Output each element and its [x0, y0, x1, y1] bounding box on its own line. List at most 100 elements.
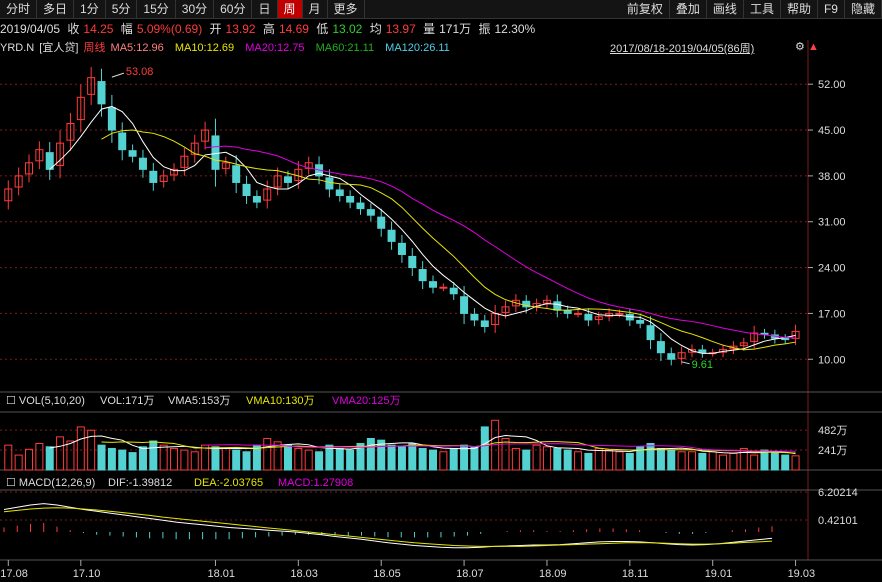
- date-range[interactable]: 2017/08/18-2019/04/05(86周): [610, 43, 755, 55]
- candle-body: [418, 269, 427, 282]
- ma5-line: [49, 105, 796, 354]
- tab-week[interactable]: 周: [277, 0, 303, 18]
- tab-1min[interactable]: 1分: [74, 0, 106, 18]
- candle-body: [729, 345, 738, 350]
- adjust-button[interactable]: 前复权: [621, 0, 670, 18]
- candle-body: [118, 132, 127, 151]
- time-axis-label: 17.08: [0, 568, 28, 580]
- ma-legend: YRD.N [宜人贷] 周线 MA5:12.96 MA10:12.69 MA20…: [0, 40, 810, 56]
- vol-legend-title: ☐ VOL(5,10,20): [6, 395, 85, 407]
- volume-bar: [656, 447, 665, 471]
- candle-body: [283, 176, 292, 183]
- candle-body: [76, 96, 85, 121]
- candle-body: [97, 81, 106, 105]
- ma120-label: MA120:26.11: [385, 42, 450, 54]
- overlay-button[interactable]: 叠加: [670, 0, 707, 18]
- vol-legend-vma5: VMA5:153万: [168, 395, 230, 407]
- volume-bar: [791, 455, 800, 471]
- tab-30min[interactable]: 30分: [176, 0, 215, 18]
- tab-60min[interactable]: 60分: [214, 0, 253, 18]
- volume-bar: [563, 449, 572, 471]
- candle-body: [553, 301, 562, 311]
- tab-day[interactable]: 日: [252, 0, 278, 18]
- f9-button[interactable]: F9: [818, 0, 845, 18]
- volume-bar: [719, 454, 728, 471]
- stock-name: [宜人贷]: [39, 42, 79, 54]
- close-label: 收: [67, 22, 80, 36]
- candle-body: [14, 175, 23, 188]
- candle-body: [232, 165, 241, 183]
- ma10-label: MA10:12.69: [174, 42, 235, 54]
- time-axis-label: 18.05: [373, 568, 401, 580]
- candle-body: [501, 306, 510, 313]
- volume-bar: [87, 429, 96, 471]
- candle-body: [460, 296, 469, 314]
- candle-body: [594, 316, 603, 320]
- draw-button[interactable]: 画线: [707, 0, 744, 18]
- high-marker-label: 53.08: [126, 66, 154, 78]
- expand-icon[interactable]: ▲: [807, 41, 819, 53]
- macd-legend-macd: MACD:1.27908: [278, 477, 353, 489]
- volume-bar: [698, 452, 707, 471]
- candle-body: [439, 286, 448, 289]
- high-value: 14.69: [278, 22, 309, 36]
- ma5-label: MA5:12.96: [110, 42, 164, 54]
- volume-bar: [594, 447, 603, 471]
- tab-15min[interactable]: 15分: [137, 0, 176, 18]
- open-value: 13.92: [225, 22, 256, 36]
- tab-5min[interactable]: 5分: [106, 0, 138, 18]
- ma20-label: MA20:12.75: [245, 42, 305, 54]
- volume-bar: [325, 444, 334, 471]
- symbol: YRD.N: [0, 42, 35, 54]
- tab-fenshi[interactable]: 分时: [0, 0, 38, 18]
- volume-bar: [667, 449, 676, 471]
- macd-axis-label: 6.20214: [818, 487, 858, 499]
- period-label[interactable]: 周线: [83, 42, 106, 54]
- candle-body: [201, 129, 210, 142]
- time-axis-label: 19.03: [788, 568, 816, 580]
- volume-bar: [750, 454, 759, 471]
- vol-axis-label: 482万: [818, 425, 847, 437]
- tab-multiday[interactable]: 多日: [37, 0, 75, 18]
- candle-body: [584, 313, 593, 321]
- tools-button[interactable]: 工具: [744, 0, 781, 18]
- volume-bar: [273, 441, 282, 471]
- volume-bar: [211, 446, 220, 471]
- volume-bar: [4, 444, 13, 471]
- volume-bar: [511, 447, 520, 471]
- candle-body: [304, 162, 313, 169]
- tab-more[interactable]: 更多: [328, 0, 365, 18]
- high-label: 高: [262, 22, 275, 36]
- volume-bar: [625, 452, 634, 471]
- candle-body: [335, 189, 344, 197]
- volume-bar: [294, 447, 303, 471]
- volume-bar: [118, 449, 127, 471]
- candle-body: [449, 287, 458, 295]
- vol-axis-label: 241万: [818, 445, 847, 457]
- candle-body: [646, 325, 655, 341]
- hide-button[interactable]: 隐藏: [845, 0, 882, 18]
- volume-bar: [128, 452, 137, 471]
- volume-bar: [180, 449, 189, 471]
- candle-body: [366, 209, 375, 216]
- candle-body: [242, 183, 251, 197]
- volume-bar: [315, 451, 324, 471]
- tab-month[interactable]: 月: [303, 0, 328, 18]
- candle-body: [698, 349, 707, 354]
- volume-bar: [449, 447, 458, 471]
- time-axis-label: 18.03: [290, 568, 318, 580]
- volume-bar: [232, 449, 241, 471]
- dif-line: [3, 503, 773, 549]
- low-value: 13.02: [332, 22, 363, 36]
- volume-bar: [687, 451, 696, 471]
- low-label: 低: [316, 22, 329, 36]
- candle-body: [511, 299, 520, 307]
- help-button[interactable]: 帮助: [781, 0, 818, 18]
- candle-body: [4, 188, 13, 202]
- volume-bar: [480, 426, 489, 471]
- volume-bar: [542, 446, 551, 471]
- settings-icon[interactable]: ⚙: [795, 41, 805, 53]
- volume-bar: [677, 451, 686, 471]
